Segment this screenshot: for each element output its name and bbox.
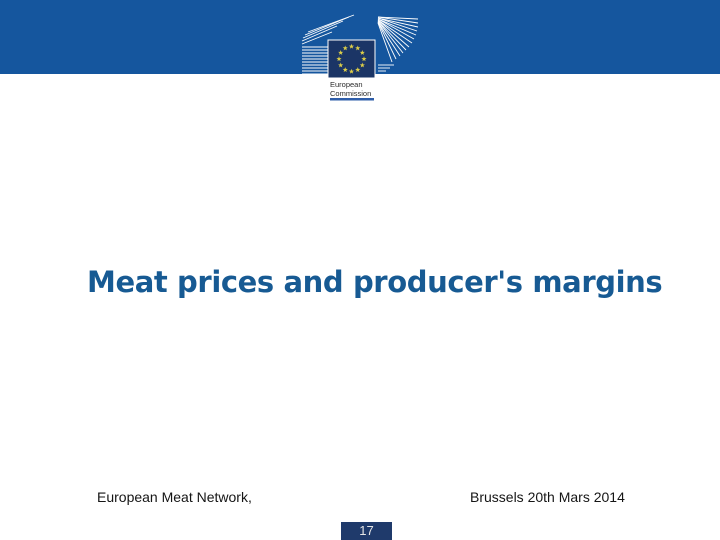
eu-flag-star bbox=[342, 67, 348, 73]
eu-flag-stars bbox=[336, 43, 367, 74]
eu-flag-star bbox=[336, 56, 342, 62]
footer-author: European Meat Network, bbox=[97, 489, 252, 505]
slide-title: Meat prices and producer's margins bbox=[87, 265, 663, 299]
eu-flag-star bbox=[355, 45, 361, 51]
eu-flag-icon bbox=[327, 39, 376, 79]
eu-flag-star bbox=[361, 56, 367, 62]
eu-flag-star bbox=[342, 45, 348, 51]
page-number-badge: 17 bbox=[341, 522, 392, 540]
eu-flag-star bbox=[338, 50, 344, 55]
eu-flag-star bbox=[338, 62, 344, 68]
logo-org-name-line2: Commission bbox=[330, 89, 371, 98]
eu-flag-star bbox=[348, 68, 355, 74]
eu-flag-star bbox=[348, 43, 355, 49]
logo-org-name-line1: European bbox=[330, 80, 363, 89]
eu-flag-star bbox=[359, 50, 365, 55]
european-commission-logo: European Commission bbox=[301, 14, 419, 101]
logo-left-lines-icon bbox=[301, 14, 355, 75]
eu-flag-star bbox=[359, 62, 365, 68]
logo-underline bbox=[330, 98, 374, 101]
footer-date-location: Brussels 20th Mars 2014 bbox=[470, 489, 625, 505]
eu-flag-star bbox=[355, 67, 361, 73]
logo-right-lines-icon bbox=[377, 16, 419, 72]
